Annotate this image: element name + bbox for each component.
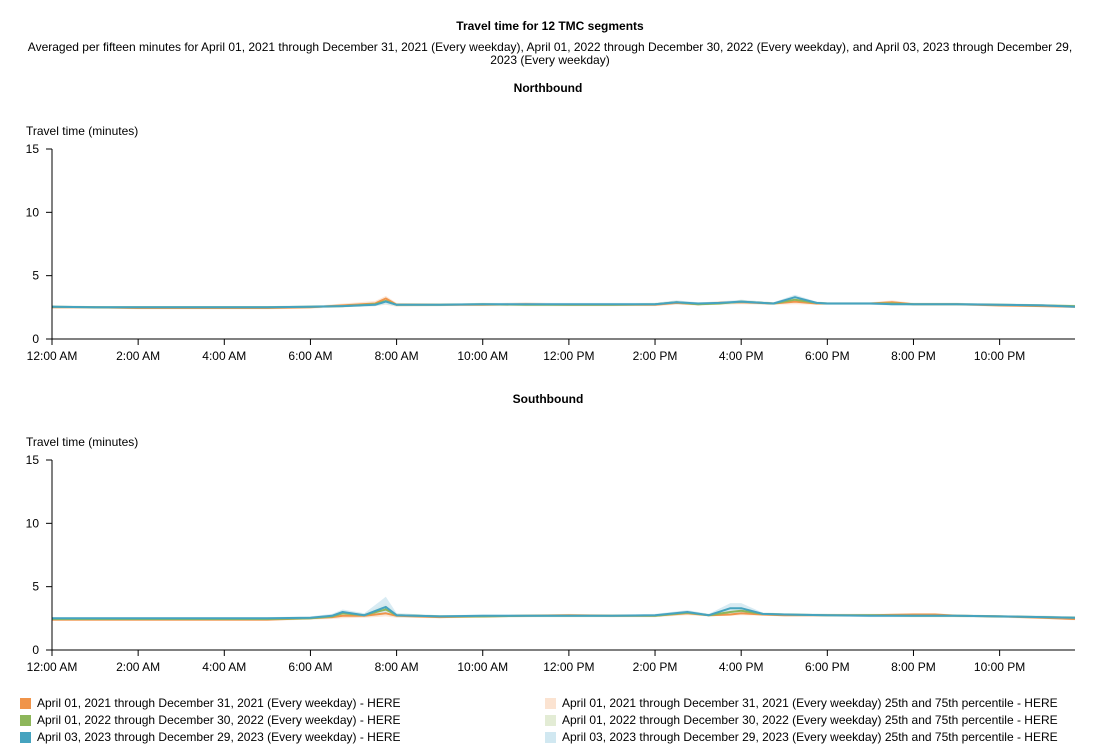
x-tick-label: 10:00 AM xyxy=(457,349,508,363)
y-axis-label: Travel time (minutes) xyxy=(26,124,138,138)
y-tick-label: 5 xyxy=(32,580,39,594)
panel-title: Southbound xyxy=(513,392,584,406)
panel-title: Northbound xyxy=(514,81,583,95)
legend-label: April 01, 2022 through December 30, 2022… xyxy=(37,713,401,727)
y-tick-label: 15 xyxy=(26,453,40,467)
legend-item[interactable]: April 01, 2022 through December 30, 2022… xyxy=(20,712,401,728)
x-tick-label: 12:00 PM xyxy=(543,349,594,363)
x-tick-label: 8:00 PM xyxy=(891,660,936,674)
legend-item[interactable]: April 03, 2023 through December 29, 2023… xyxy=(545,729,1058,745)
legend-label: April 03, 2023 through December 29, 2023… xyxy=(562,730,1058,744)
legend-item[interactable]: April 01, 2021 through December 31, 2021… xyxy=(545,695,1058,711)
x-tick-label: 4:00 AM xyxy=(202,349,246,363)
x-tick-label: 10:00 PM xyxy=(974,349,1025,363)
legend-item[interactable]: April 03, 2023 through December 29, 2023… xyxy=(20,729,401,745)
x-tick-label: 6:00 PM xyxy=(805,349,850,363)
travel-time-charts: Northbound Travel time (minutes) 0 5 10 15 12:… xyxy=(26,81,1076,674)
chart-panel-southbound: Southbound Travel time (minutes) 0 5 10 15 12:… xyxy=(26,392,1076,674)
chart-panel-northbound: Northbound Travel time (minutes) 0 5 10 15 12:… xyxy=(26,81,1076,363)
chart-subtitle: Averaged per fifteen minutes for April 0… xyxy=(27,40,1073,67)
x-tick-label: 6:00 AM xyxy=(288,660,332,674)
legend-label: April 01, 2021 through December 31, 2021… xyxy=(37,696,401,710)
x-tick-label: 8:00 PM xyxy=(891,349,936,363)
y-tick-label: 10 xyxy=(26,205,40,219)
x-tick-label: 4:00 AM xyxy=(202,660,246,674)
legend-swatch xyxy=(545,714,556,726)
x-tick-label: 2:00 AM xyxy=(116,660,160,674)
legend-swatch xyxy=(20,714,31,726)
legend-label: April 01, 2022 through December 30, 2022… xyxy=(562,713,1058,727)
y-tick-label: 5 xyxy=(32,269,39,283)
legend-swatch xyxy=(545,731,556,743)
y-axis-label: Travel time (minutes) xyxy=(26,435,138,449)
chart-title: Travel time for 12 TMC segments xyxy=(456,19,644,33)
x-tick-label: 2:00 PM xyxy=(633,660,678,674)
x-tick-label: 4:00 PM xyxy=(719,349,764,363)
legend-swatch xyxy=(545,697,556,709)
y-tick-label: 10 xyxy=(26,516,40,530)
y-tick-label: 0 xyxy=(32,643,39,657)
legend-swatch xyxy=(20,731,31,743)
legend-label: April 01, 2021 through December 31, 2021… xyxy=(562,696,1058,710)
x-tick-label: 12:00 AM xyxy=(27,349,78,363)
x-tick-label: 8:00 AM xyxy=(375,349,419,363)
x-tick-label: 8:00 AM xyxy=(375,660,419,674)
x-tick-label: 2:00 PM xyxy=(633,349,678,363)
series-line-3 xyxy=(51,296,1076,309)
x-tick-label: 12:00 PM xyxy=(543,660,594,674)
percentile-band-3 xyxy=(52,596,1075,620)
series-line-3 xyxy=(52,605,1076,620)
x-tick-label: 10:00 PM xyxy=(974,660,1025,674)
y-tick-label: 15 xyxy=(26,142,40,156)
x-tick-label: 4:00 PM xyxy=(719,660,764,674)
legend-item[interactable]: April 01, 2022 through December 30, 2022… xyxy=(545,712,1058,728)
x-tick-label: 10:00 AM xyxy=(457,660,508,674)
y-tick-label: 0 xyxy=(32,332,39,346)
x-tick-label: 6:00 PM xyxy=(805,660,850,674)
legend-swatch xyxy=(20,697,31,709)
x-tick-label: 2:00 AM xyxy=(116,349,160,363)
legend-label: April 03, 2023 through December 29, 2023… xyxy=(37,730,401,744)
legend-item[interactable]: April 01, 2021 through December 31, 2021… xyxy=(20,695,401,711)
x-tick-label: 12:00 AM xyxy=(27,660,78,674)
x-tick-label: 6:00 AM xyxy=(288,349,332,363)
